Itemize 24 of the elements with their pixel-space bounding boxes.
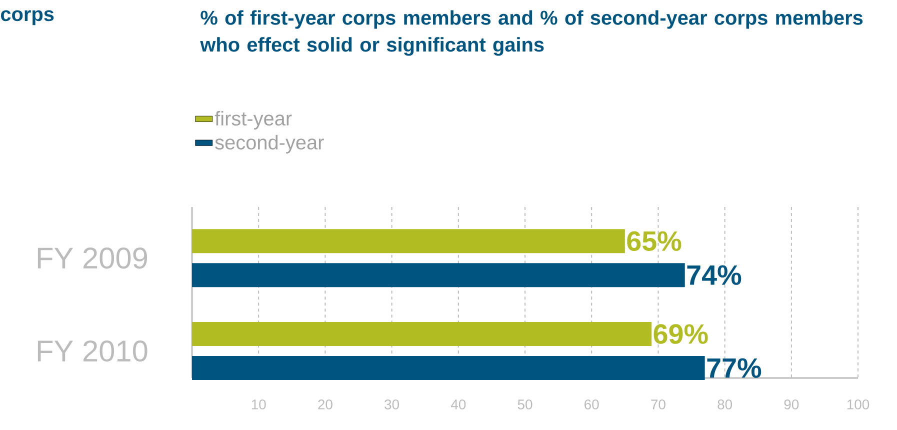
- bar: [192, 356, 705, 380]
- x-tick-label: 60: [584, 400, 599, 410]
- legend-label: first-year: [214, 110, 292, 130]
- bar: [192, 263, 685, 288]
- data-label: 74%: [687, 265, 742, 285]
- x-tick-label: 90: [784, 400, 799, 410]
- y-tick-label: FY 2009: [38, 248, 148, 269]
- bar: [192, 322, 652, 346]
- x-tick-label: 70: [651, 400, 666, 410]
- data-label: 77%: [707, 358, 762, 378]
- chart-title: % of first-year corps members and % of second-year corps members who effect solid or significant gains: [200, 10, 863, 56]
- bar: [192, 229, 625, 254]
- x-tick-label: 50: [518, 400, 532, 410]
- data-label: 69%: [654, 324, 708, 344]
- x-tick-label: 20: [318, 400, 332, 410]
- x-tick-label: 100: [847, 400, 870, 410]
- y-tick-label: FY 2010: [38, 340, 148, 362]
- legend-label: second-year: [215, 134, 324, 154]
- x-tick-label: 10: [252, 400, 266, 410]
- data-label: 65%: [627, 231, 682, 251]
- x-tick-label: 80: [718, 400, 732, 410]
- x-tick-label: 40: [450, 400, 466, 410]
- x-tick-label: 30: [384, 400, 400, 410]
- text: corps: [0, 10, 54, 26]
